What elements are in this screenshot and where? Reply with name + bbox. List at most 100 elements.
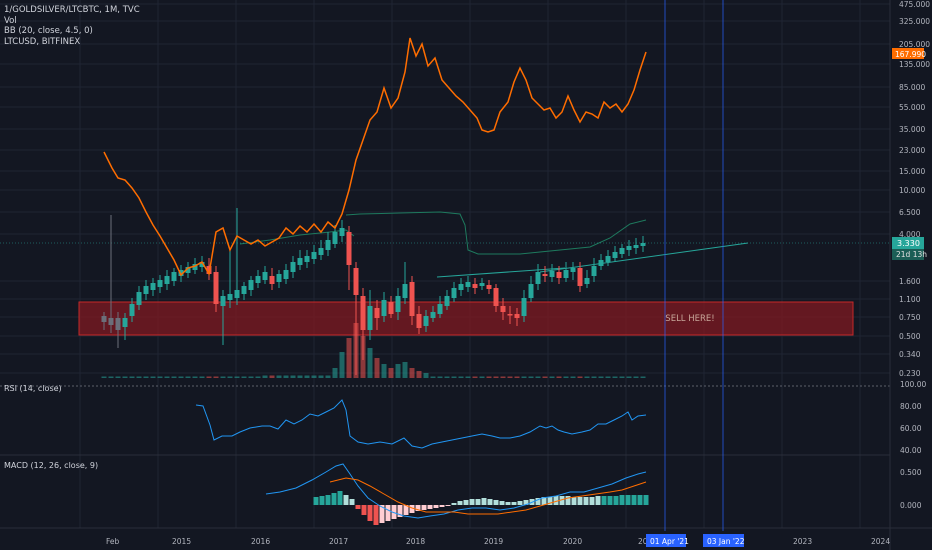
- candle-body[interactable]: [304, 256, 310, 262]
- candle-body[interactable]: [220, 296, 226, 306]
- candle-body[interactable]: [451, 288, 457, 298]
- candle-body[interactable]: [269, 276, 275, 284]
- candle-body[interactable]: [493, 288, 499, 306]
- candle-body[interactable]: [325, 240, 331, 250]
- candle-body[interactable]: [255, 276, 261, 283]
- candle-body[interactable]: [556, 272, 562, 278]
- volume-bar: [430, 376, 436, 378]
- candle-body[interactable]: [444, 296, 450, 306]
- volume-bar: [409, 368, 415, 378]
- candle-body[interactable]: [283, 270, 289, 279]
- trendline-lower[interactable]: [539, 242, 749, 273]
- candles[interactable]: [101, 208, 646, 375]
- candle-body[interactable]: [262, 272, 268, 280]
- candle-body[interactable]: [157, 280, 163, 287]
- candle-body[interactable]: [101, 316, 107, 322]
- candle-body[interactable]: [171, 272, 177, 281]
- candle-body[interactable]: [584, 278, 590, 284]
- candle-body[interactable]: [227, 294, 233, 300]
- candle-body[interactable]: [626, 246, 632, 250]
- candle-body[interactable]: [143, 286, 149, 294]
- candle-body[interactable]: [528, 284, 534, 298]
- candle-body[interactable]: [108, 318, 114, 325]
- candle-body[interactable]: [122, 318, 128, 327]
- candle-body[interactable]: [318, 248, 324, 255]
- candle-body[interactable]: [136, 292, 142, 305]
- candle-body[interactable]: [605, 256, 611, 262]
- candle-body[interactable]: [192, 264, 198, 270]
- macd-hist-bar: [511, 502, 517, 505]
- candle-body[interactable]: [339, 228, 345, 236]
- candle-body[interactable]: [633, 245, 639, 248]
- candle-body[interactable]: [381, 300, 387, 316]
- candle-body[interactable]: [241, 286, 247, 294]
- candle-body[interactable]: [290, 262, 296, 272]
- candle-body[interactable]: [360, 296, 366, 330]
- candle-body[interactable]: [570, 268, 576, 272]
- volume-bar: [500, 376, 506, 378]
- candle-body[interactable]: [332, 232, 338, 244]
- bb-label[interactable]: BB (20, close, 4.5, 0): [4, 26, 93, 36]
- candle-body[interactable]: [507, 314, 513, 316]
- candle-body[interactable]: [500, 306, 506, 312]
- ltcusd-overlay-line[interactable]: [103, 37, 647, 277]
- candle-body[interactable]: [311, 252, 317, 259]
- candle-body[interactable]: [598, 260, 604, 266]
- candle-body[interactable]: [521, 298, 527, 316]
- candle-body[interactable]: [577, 268, 583, 286]
- candle-body[interactable]: [458, 284, 464, 290]
- candle-body[interactable]: [129, 304, 135, 316]
- candle-body[interactable]: [164, 276, 170, 284]
- candle-body[interactable]: [248, 280, 254, 290]
- candle-body[interactable]: [409, 282, 415, 316]
- candle-body[interactable]: [353, 268, 359, 295]
- candle-body[interactable]: [367, 306, 373, 330]
- candle-body[interactable]: [591, 266, 597, 276]
- candle-body[interactable]: [542, 274, 548, 276]
- candle-body[interactable]: [563, 270, 569, 278]
- macd-hist-bar: [445, 505, 451, 506]
- volume-bar: [283, 375, 289, 378]
- marker-label-1-bg: [646, 534, 686, 547]
- volume-bar: [234, 376, 240, 378]
- vol-label[interactable]: Vol: [4, 15, 17, 26]
- sell-zone[interactable]: [78, 301, 854, 336]
- candle-body[interactable]: [430, 312, 436, 318]
- price-tick: 205.000: [899, 40, 930, 49]
- candle-body[interactable]: [612, 252, 618, 258]
- candle-body[interactable]: [199, 262, 205, 267]
- candle-body[interactable]: [619, 248, 625, 254]
- overlay-label[interactable]: LTCUSD, BITFINEX: [4, 36, 81, 47]
- candle-body[interactable]: [115, 318, 121, 330]
- candle-body[interactable]: [402, 284, 408, 298]
- volume-bar: [528, 376, 534, 378]
- candle-body[interactable]: [437, 304, 443, 314]
- candle-body[interactable]: [178, 270, 184, 276]
- candle-body[interactable]: [276, 274, 282, 282]
- candle-body[interactable]: [416, 314, 422, 328]
- candle-body[interactable]: [423, 316, 429, 326]
- candle-body[interactable]: [150, 283, 156, 290]
- symbol-title[interactable]: 1/GOLDSILVER/LTCBTC, 1M, TVC: [4, 5, 140, 15]
- candle-body[interactable]: [234, 290, 240, 298]
- candle-body[interactable]: [514, 314, 520, 318]
- candle-body[interactable]: [388, 302, 394, 314]
- price-axis[interactable]: 475.000 325.000 205.000 135.000 85.000 55.000…: [899, 0, 930, 378]
- candle-body[interactable]: [297, 258, 303, 265]
- candle-body[interactable]: [346, 232, 352, 265]
- candle-body[interactable]: [374, 308, 380, 318]
- candle-body[interactable]: [465, 282, 471, 287]
- candle-body[interactable]: [486, 285, 492, 289]
- candle-body[interactable]: [479, 283, 485, 286]
- candle-body[interactable]: [549, 271, 555, 277]
- candle-body[interactable]: [395, 296, 401, 312]
- volume-bar: [325, 375, 331, 378]
- trendline-upper[interactable]: [436, 267, 566, 278]
- candle-body[interactable]: [640, 243, 646, 246]
- volume-bar: [332, 368, 338, 378]
- candle-body[interactable]: [535, 272, 541, 284]
- candle-body[interactable]: [213, 272, 219, 304]
- candle-body[interactable]: [185, 267, 191, 273]
- candle-body[interactable]: [472, 284, 478, 288]
